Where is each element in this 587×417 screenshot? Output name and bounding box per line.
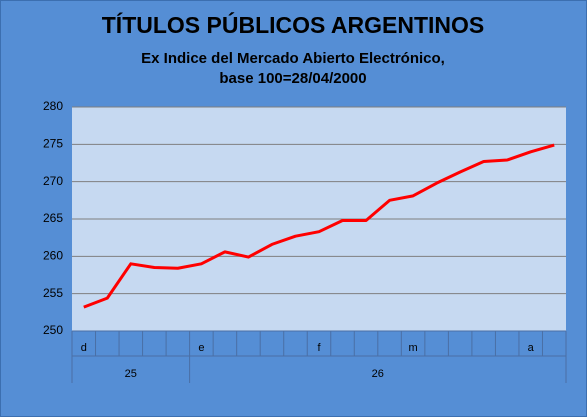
y-tick-label: 255 [43, 286, 63, 300]
x-tick-label: f [317, 342, 321, 354]
data-line [83, 143, 555, 309]
chart-title: TÍTULOS PÚBLICOS ARGENTINOS [102, 11, 485, 38]
chart-subtitle: Ex Indice del Mercado Abierto Electrónic… [141, 50, 445, 67]
group-label: 25 [125, 368, 137, 380]
x-tick-label: e [198, 342, 204, 354]
y-tick-label: 265 [43, 211, 63, 225]
y-tick-label: 270 [43, 174, 63, 188]
y-tick-label: 260 [43, 249, 63, 263]
group-label: 26 [372, 368, 384, 380]
chart-subtitle: base 100=28/04/2000 [219, 70, 366, 87]
y-tick-label: 250 [43, 323, 63, 337]
y-tick-label: 280 [43, 99, 63, 113]
x-tick-label: a [528, 342, 535, 354]
y-tick-label: 275 [43, 137, 63, 151]
x-tick-label: d [81, 342, 87, 354]
x-tick-label: m [409, 342, 418, 354]
